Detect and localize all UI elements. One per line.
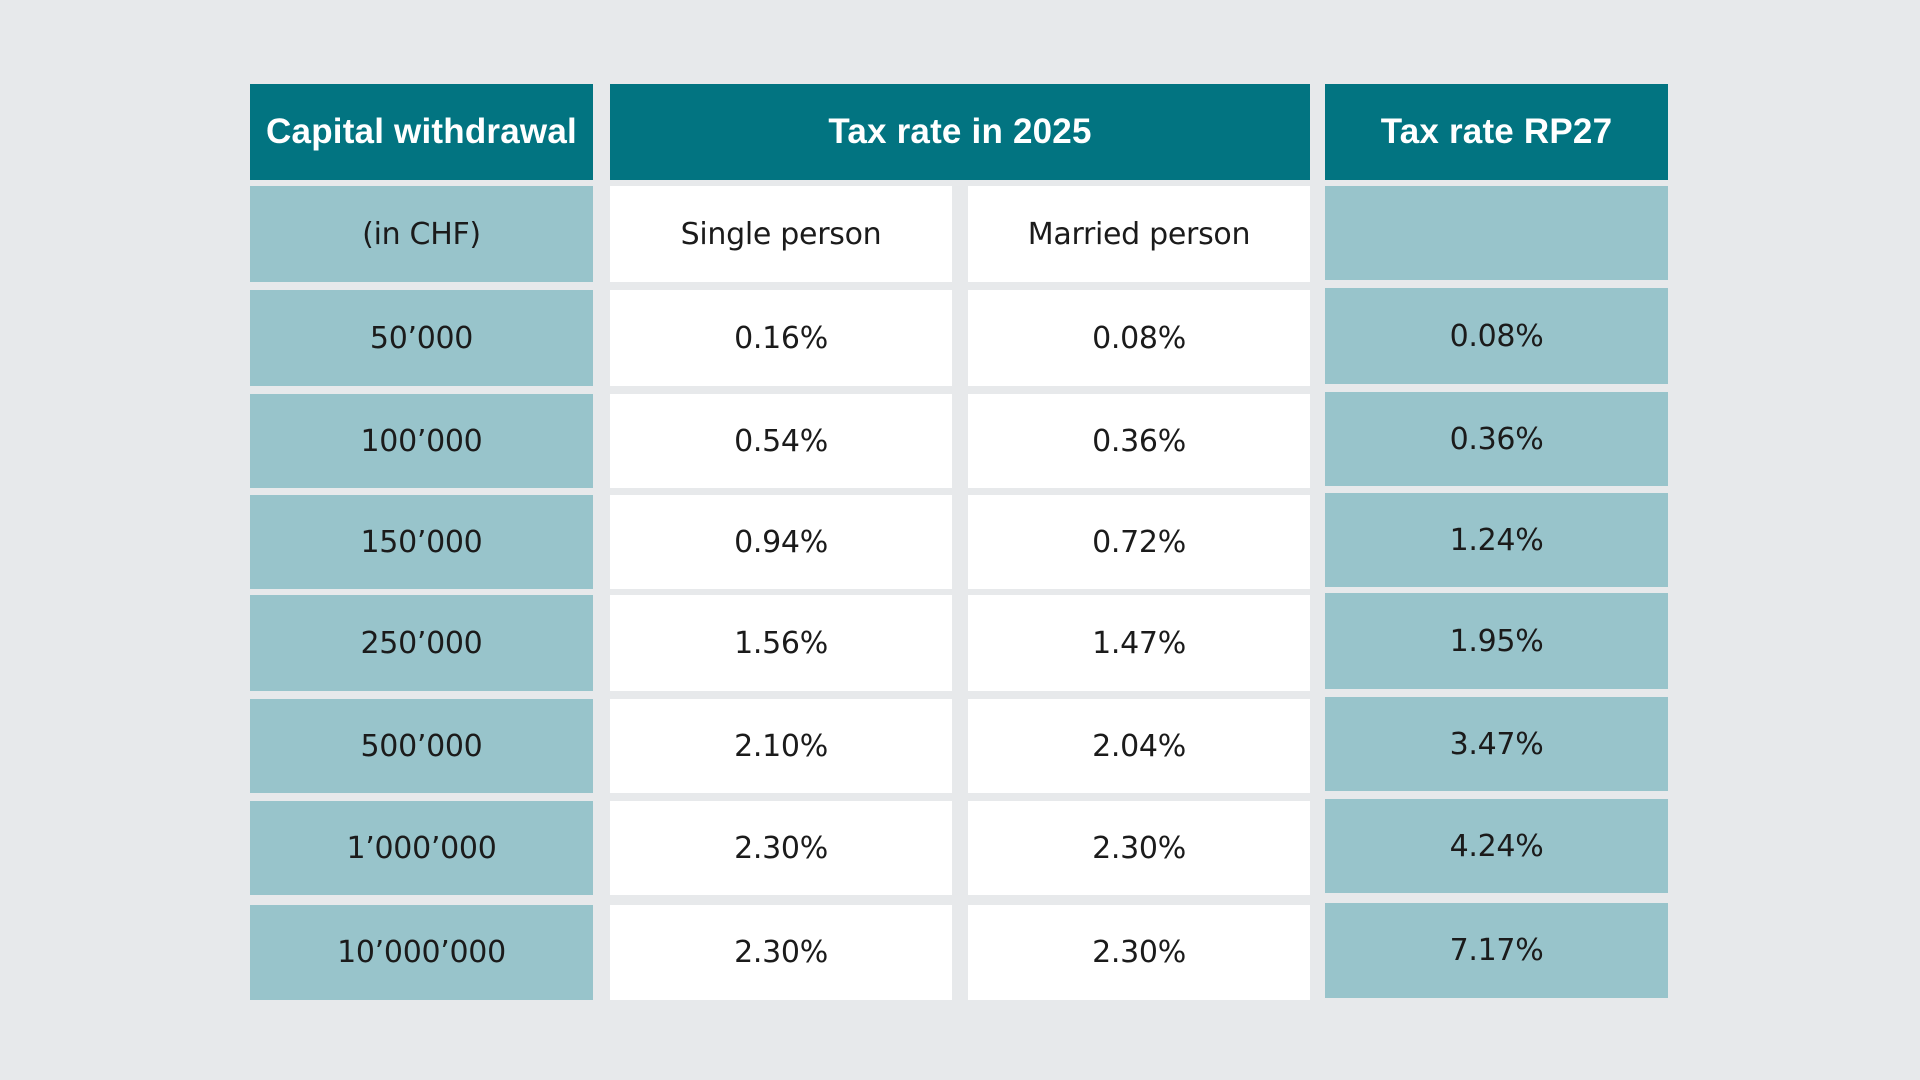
row-amount: 1’000’000 xyxy=(250,801,593,895)
header-tax-rate-rp27: Tax rate RP27 xyxy=(1325,84,1668,180)
row-single-rate: 0.54% xyxy=(610,394,952,488)
row-amount: 150’000 xyxy=(250,495,593,589)
row-single-rate: 2.10% xyxy=(610,699,952,793)
subheader-rp27 xyxy=(1325,186,1668,280)
row-rp27-rate: 0.36% xyxy=(1325,392,1668,486)
row-married-rate: 0.08% xyxy=(968,290,1310,386)
subheader-single-person: Single person xyxy=(610,186,952,282)
row-single-rate: 0.94% xyxy=(610,495,952,589)
row-married-rate: 1.47% xyxy=(968,595,1310,691)
row-married-rate: 2.30% xyxy=(968,905,1310,1000)
row-amount: 250’000 xyxy=(250,595,593,691)
row-amount: 10’000’000 xyxy=(250,905,593,1000)
row-single-rate: 2.30% xyxy=(610,905,952,1000)
row-married-rate: 0.36% xyxy=(968,394,1310,488)
row-married-rate: 2.04% xyxy=(968,699,1310,793)
row-rp27-rate: 3.47% xyxy=(1325,697,1668,791)
row-amount: 100’000 xyxy=(250,394,593,488)
header-tax-rate-2025: Tax rate in 2025 xyxy=(610,84,1310,180)
row-rp27-rate: 1.95% xyxy=(1325,593,1668,689)
row-amount: 50’000 xyxy=(250,290,593,386)
row-rp27-rate: 0.08% xyxy=(1325,288,1668,384)
row-single-rate: 0.16% xyxy=(610,290,952,386)
row-rp27-rate: 4.24% xyxy=(1325,799,1668,893)
row-rp27-rate: 1.24% xyxy=(1325,493,1668,587)
subheader-unit: (in CHF) xyxy=(250,186,593,282)
row-rp27-rate: 7.17% xyxy=(1325,903,1668,998)
row-married-rate: 0.72% xyxy=(968,495,1310,589)
row-married-rate: 2.30% xyxy=(968,801,1310,895)
row-single-rate: 2.30% xyxy=(610,801,952,895)
row-amount: 500’000 xyxy=(250,699,593,793)
row-single-rate: 1.56% xyxy=(610,595,952,691)
subheader-married-person: Married person xyxy=(968,186,1310,282)
header-capital-withdrawal: Capital withdrawal xyxy=(250,84,593,180)
